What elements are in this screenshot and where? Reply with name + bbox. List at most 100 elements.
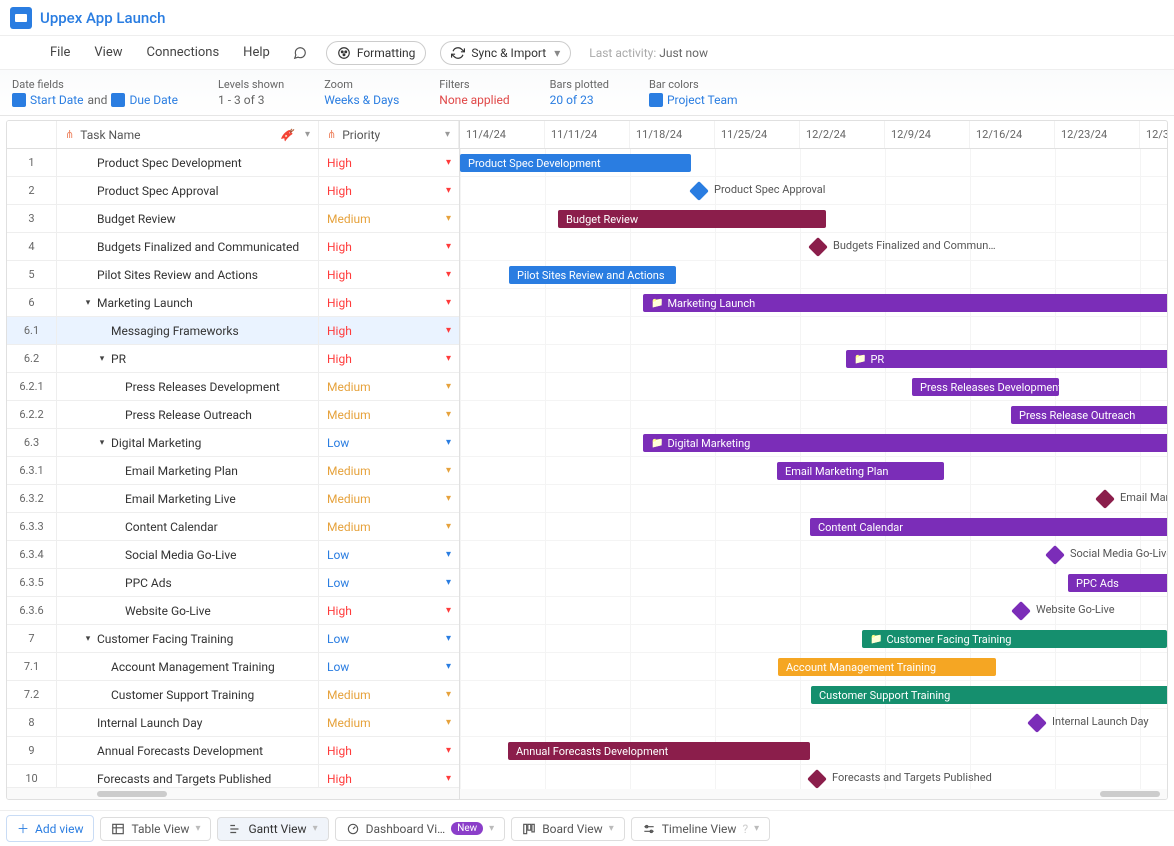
task-row[interactable]: 7.1Account Management TrainingLow▾	[7, 653, 459, 681]
task-cell[interactable]: Website Go-Live	[57, 597, 319, 624]
chevron-down-icon[interactable]: ▾	[305, 129, 310, 140]
priority-cell[interactable]: Medium▾	[319, 205, 459, 232]
task-cell[interactable]: ▾PR	[57, 345, 319, 372]
task-row[interactable]: 6.3.5PPC AdsLow▾	[7, 569, 459, 597]
menu-file[interactable]: File	[40, 41, 80, 64]
chevron-down-icon[interactable]: ▾	[489, 823, 494, 834]
task-cell[interactable]: PPC Ads	[57, 569, 319, 596]
setting-colors[interactable]: Bar colors Project Team	[649, 78, 738, 107]
timeline-row[interactable]: Content Calendar	[460, 513, 1167, 541]
priority-cell[interactable]: Medium▾	[319, 681, 459, 708]
chevron-down-icon[interactable]: ▾	[446, 717, 451, 728]
priority-cell[interactable]: Low▾	[319, 625, 459, 652]
chevron-down-icon[interactable]: ▾	[446, 437, 451, 448]
priority-cell[interactable]: High▾	[319, 597, 459, 624]
chevron-down-icon[interactable]: ▾	[446, 185, 451, 196]
timeline-row[interactable]: Customer Support Training	[460, 681, 1167, 709]
chevron-down-icon[interactable]: ▾	[446, 605, 451, 616]
task-row[interactable]: 4Budgets Finalized and CommunicatedHigh▾	[7, 233, 459, 261]
timeline-row[interactable]: Account Management Training	[460, 653, 1167, 681]
tag-icon[interactable]: 🔖	[280, 127, 294, 142]
task-row[interactable]: 6.3▾Digital MarketingLow▾	[7, 429, 459, 457]
setting-bars[interactable]: Bars plotted 20 of 23	[550, 78, 609, 107]
chevron-down-icon[interactable]: ▾	[609, 823, 614, 834]
chevron-down-icon[interactable]: ▾	[445, 129, 450, 140]
sync-import-button[interactable]: Sync & Import ▾	[440, 41, 571, 65]
timeline-row[interactable]: Website Go-Live	[460, 597, 1167, 625]
menu-connections[interactable]: Connections	[137, 41, 230, 64]
chevron-down-icon[interactable]: ▾	[446, 773, 451, 784]
task-row[interactable]: 6.3.4Social Media Go-LiveLow▾	[7, 541, 459, 569]
priority-cell[interactable]: Low▾	[319, 429, 459, 456]
chevron-down-icon[interactable]: ▾	[446, 269, 451, 280]
priority-cell[interactable]: High▾	[319, 737, 459, 764]
milestone-icon[interactable]	[1011, 601, 1031, 621]
timeline-row[interactable]: Marketing Launch	[460, 289, 1167, 317]
task-row[interactable]: 9Annual Forecasts DevelopmentHigh▾	[7, 737, 459, 765]
priority-cell[interactable]: High▾	[319, 317, 459, 344]
task-row[interactable]: 6.3.2Email Marketing LiveMedium▾	[7, 485, 459, 513]
task-cell[interactable]: Social Media Go-Live	[57, 541, 319, 568]
milestone-icon[interactable]	[689, 181, 709, 201]
task-row[interactable]: 10Forecasts and Targets PublishedHigh▾	[7, 765, 459, 787]
timeline-row[interactable]: Email Marketi	[460, 485, 1167, 513]
left-horizontal-scrollbar[interactable]	[7, 787, 459, 799]
task-cell[interactable]: Internal Launch Day	[57, 709, 319, 736]
gantt-bar[interactable]: Pilot Sites Review and Actions	[509, 266, 676, 284]
setting-levels[interactable]: Levels shown 1 - 3 of 3	[218, 78, 284, 107]
task-row[interactable]: 1Product Spec DevelopmentHigh▾	[7, 149, 459, 177]
priority-cell[interactable]: High▾	[319, 765, 459, 787]
task-row[interactable]: 8Internal Launch DayMedium▾	[7, 709, 459, 737]
timeline-row[interactable]: Email Marketing Plan	[460, 457, 1167, 485]
col-header-priority[interactable]: ⋔ Priority ▾	[319, 121, 459, 148]
chevron-down-icon[interactable]: ▾	[195, 823, 200, 834]
task-cell[interactable]: Email Marketing Plan	[57, 457, 319, 484]
task-row[interactable]: 2Product Spec ApprovalHigh▾	[7, 177, 459, 205]
task-row[interactable]: 7.2Customer Support TrainingMedium▾	[7, 681, 459, 709]
gantt-bar[interactable]: Content Calendar	[810, 518, 1167, 536]
task-cell[interactable]: Forecasts and Targets Published	[57, 765, 319, 787]
priority-cell[interactable]: Low▾	[319, 653, 459, 680]
priority-cell[interactable]: Medium▾	[319, 709, 459, 736]
col-header-index[interactable]	[7, 121, 57, 148]
tab-dashboard-view[interactable]: Dashboard Vi… New ▾	[335, 817, 506, 841]
tab-gantt-view[interactable]: Gantt View ▾	[217, 817, 328, 841]
chevron-down-icon[interactable]: ▾	[446, 493, 451, 504]
milestone-icon[interactable]	[1045, 545, 1065, 565]
chevron-down-icon[interactable]: ▾	[446, 465, 451, 476]
setting-zoom[interactable]: Zoom Weeks & Days	[324, 78, 399, 107]
gantt-bar[interactable]: Email Marketing Plan	[777, 462, 944, 480]
priority-cell[interactable]: High▾	[319, 345, 459, 372]
collapse-toggle-icon[interactable]: ▾	[97, 438, 107, 448]
task-row[interactable]: 6▾Marketing LaunchHigh▾	[7, 289, 459, 317]
timeline-row[interactable]: Press Release Outreach	[460, 401, 1167, 429]
chevron-down-icon[interactable]: ▾	[446, 745, 451, 756]
chevron-down-icon[interactable]: ▾	[446, 521, 451, 532]
timeline-row[interactable]: PPC Ads	[460, 569, 1167, 597]
add-view-button[interactable]: ＋ Add view	[6, 815, 94, 842]
timeline-row[interactable]	[460, 317, 1167, 345]
tab-table-view[interactable]: Table View ▾	[100, 817, 211, 841]
gantt-bar[interactable]: Marketing Launch	[643, 294, 1167, 312]
project-title[interactable]: Uppex App Launch	[40, 9, 165, 27]
milestone-icon[interactable]	[1095, 489, 1115, 509]
milestone-icon[interactable]	[1027, 713, 1047, 733]
timeline-row[interactable]: Annual Forecasts Development	[460, 737, 1167, 765]
priority-cell[interactable]: High▾	[319, 261, 459, 288]
task-row[interactable]: 6.3.3Content CalendarMedium▾	[7, 513, 459, 541]
gantt-bar[interactable]: Press Release Outreach	[1011, 406, 1167, 424]
priority-cell[interactable]: Low▾	[319, 541, 459, 568]
setting-date-fields[interactable]: Date fields Start Date and Due Date	[12, 78, 178, 107]
task-row[interactable]: 6.2.2Press Release OutreachMedium▾	[7, 401, 459, 429]
task-row[interactable]: 6.1Messaging FrameworksHigh▾	[7, 317, 459, 345]
task-cell[interactable]: ▾Marketing Launch	[57, 289, 319, 316]
gantt-bar[interactable]: Customer Facing Training	[862, 630, 1167, 648]
tab-board-view[interactable]: Board View ▾	[511, 817, 625, 841]
gantt-bar[interactable]: Annual Forecasts Development	[508, 742, 810, 760]
priority-cell[interactable]: Medium▾	[319, 401, 459, 428]
collapse-toggle-icon[interactable]: ▾	[83, 634, 93, 644]
gantt-bar[interactable]: Product Spec Development	[460, 154, 691, 172]
task-cell[interactable]: Product Spec Approval	[57, 177, 319, 204]
chat-icon[interactable]	[288, 41, 312, 65]
tab-timeline-view[interactable]: Timeline View ? ▾	[631, 817, 770, 841]
